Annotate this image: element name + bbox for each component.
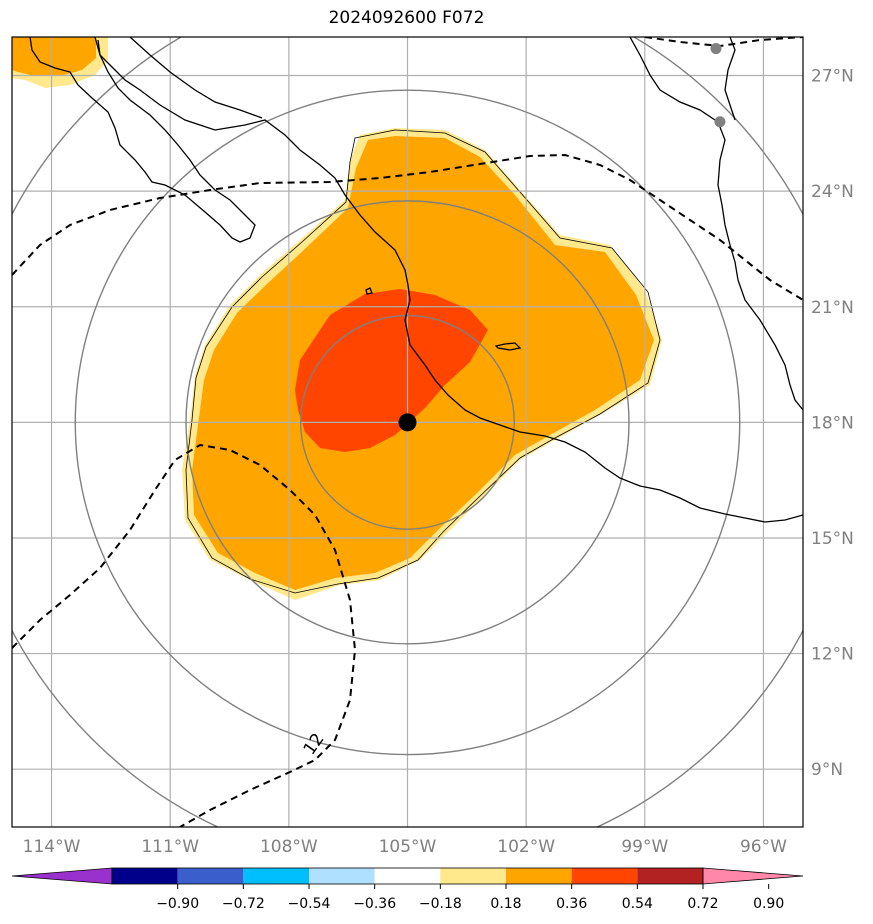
colorbar-tick-label: −0.54 [288,896,331,912]
colorbar-tick-label: 0.54 [622,896,653,912]
lon-tick-label: 114°W [23,837,81,857]
lat-tick-label: 12°N [811,645,854,665]
range-ring [300,314,515,530]
coastline-gulf-mainland [129,37,263,119]
lat-tick-label: 18°N [811,413,854,433]
coastline-texas [724,37,736,121]
range-ring [185,200,630,645]
colorbar: −0.90 −0.72 −0.54 −0.36 −0.18 0.18 0.36 0.54 0.7… [11,867,804,912]
coastline-gulf-of-mexico [629,37,803,411]
colorbar-tick-label: −0.90 [156,896,199,912]
colorbar-tick-label: 0.90 [753,896,784,912]
colorbar-tick-label: −0.72 [222,896,265,912]
colorbar-segment [571,868,638,884]
range-ring [74,89,741,756]
colorbar-outline [111,867,704,885]
markers [398,43,726,432]
coastline-baja-peninsula [29,37,256,243]
colorbar-tick-label: 0.72 [687,896,718,912]
colorbar-tick-label: 0.18 [490,896,521,912]
field-outline [185,129,661,594]
island-marias [494,342,522,351]
colorbar-extend-low [11,867,113,885]
coastline-mainland-pacific [94,37,803,523]
lon-tick-label: 111°W [141,837,199,857]
colorbar-tick-label: 0.36 [556,896,587,912]
storm-center-marker [398,413,417,432]
colorbar-segment [112,868,178,884]
lon-tick-label: 96°W [740,837,787,857]
colorbar-segment [243,868,309,884]
colorbar-tick-label: −0.36 [353,896,396,912]
colorbar-tick-label: −0.18 [419,896,462,912]
lat-tick-label: 24°N [811,182,854,202]
colorbar-segment [177,868,244,884]
colorbar-segment [374,868,441,884]
lat-tick-label: 27°N [811,67,854,87]
colorbar-segment [506,868,572,884]
map-canvas [12,37,803,827]
station-dot [710,43,722,55]
lon-tick-label: 99°W [621,837,668,857]
island-small [365,287,373,295]
lon-tick-label: 108°W [260,837,318,857]
coastlines [29,37,803,523]
range-rings [12,37,803,827]
map-frame [11,36,804,828]
contour-north [12,153,803,301]
map-title: 2024092600 F072 [328,8,485,28]
colorbar-extend-high [702,867,804,885]
field-corner-mid [12,37,96,76]
colorbar-segment [309,868,375,884]
axis-tick-labels: 114°W 111°W 108°W 105°W 102°W 99°W 96°W 27°N 24°… [23,67,854,857]
lat-tick-label: 9°N [811,760,843,780]
colorbar-segment [440,868,506,884]
lon-tick-label: 105°W [379,837,437,857]
lon-tick-label: 102°W [497,837,555,857]
graticule [12,37,803,827]
station-dot [714,116,726,128]
lat-tick-label: 21°N [811,298,854,318]
lat-tick-label: 15°N [811,529,854,549]
contour-south-loop [12,443,357,827]
field-high-band [295,289,488,452]
colorbar-segment [637,868,703,884]
